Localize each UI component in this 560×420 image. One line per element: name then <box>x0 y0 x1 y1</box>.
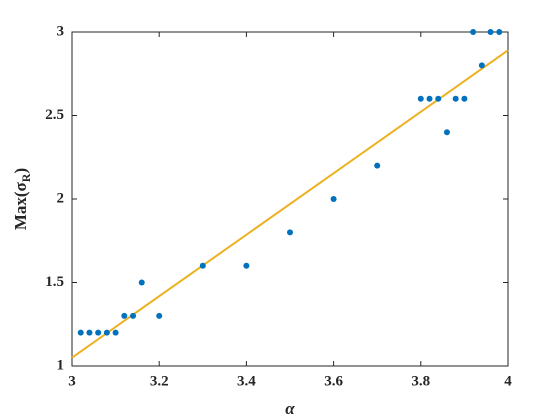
y-label-end: ) <box>11 168 30 174</box>
y-tick-label: 2 <box>57 190 65 206</box>
x-axis-label: α <box>285 399 295 418</box>
point <box>199 262 206 269</box>
point <box>487 29 494 35</box>
x-tick-label: 3.2 <box>150 373 169 389</box>
x-tick-label: 3.4 <box>237 373 256 389</box>
y-tick-label: 1.5 <box>45 274 64 290</box>
point <box>470 29 477 35</box>
point <box>452 95 459 102</box>
point <box>130 312 137 319</box>
point <box>86 329 93 336</box>
x-tick-label: 4 <box>504 373 512 389</box>
point <box>77 329 84 336</box>
point <box>330 196 337 202</box>
fit-line <box>71 49 509 359</box>
point <box>417 95 424 102</box>
point <box>443 129 450 136</box>
point <box>95 329 102 336</box>
y-label-sub: R <box>19 173 33 182</box>
point <box>496 29 503 35</box>
y-tick-label: 2.5 <box>45 107 64 123</box>
point <box>112 329 119 336</box>
x-tick-label: 3 <box>68 373 76 389</box>
point <box>478 62 485 69</box>
plot-box <box>71 31 509 367</box>
point <box>374 162 381 169</box>
y-tick-label: 1 <box>57 357 65 373</box>
point <box>138 279 145 286</box>
point <box>435 95 442 102</box>
point <box>426 95 433 102</box>
y-tick-label: 3 <box>57 23 65 39</box>
y-axis-label: Max(σR) <box>11 168 33 230</box>
point <box>156 312 163 319</box>
x-tick-label: 3.6 <box>324 373 343 389</box>
point <box>243 262 250 269</box>
point <box>287 229 293 236</box>
point <box>103 329 110 336</box>
x-tick-label: 3.8 <box>411 373 430 389</box>
point <box>461 95 468 102</box>
y-label-text: Max(σ <box>11 181 30 230</box>
point <box>121 312 128 319</box>
